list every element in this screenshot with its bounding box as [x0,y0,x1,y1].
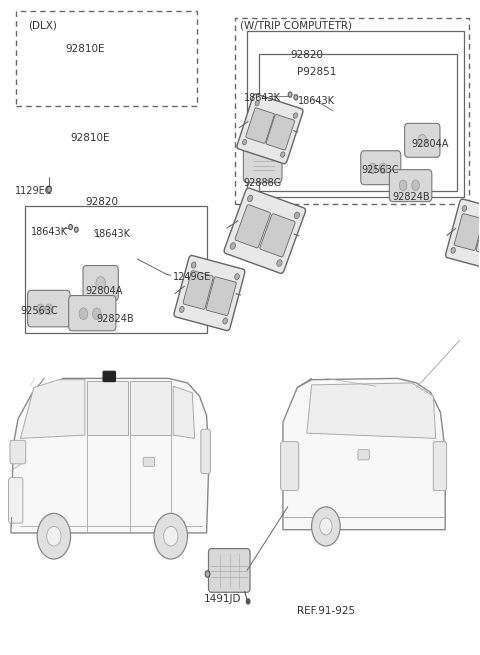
FancyBboxPatch shape [9,477,23,523]
Circle shape [74,227,78,233]
FancyBboxPatch shape [224,188,306,273]
Text: P92851: P92851 [297,67,336,77]
FancyBboxPatch shape [208,549,250,592]
Circle shape [79,308,88,320]
Text: 18643K: 18643K [31,227,68,236]
Text: 1129EC: 1129EC [15,185,52,196]
Circle shape [223,318,228,324]
Polygon shape [283,379,445,530]
Text: 92824B: 92824B [393,192,431,202]
Circle shape [412,180,420,191]
Polygon shape [130,381,171,435]
Circle shape [192,262,196,268]
Circle shape [69,225,72,230]
Circle shape [312,507,340,546]
FancyBboxPatch shape [28,290,70,327]
Circle shape [399,180,407,191]
Circle shape [164,527,178,546]
Polygon shape [11,379,209,533]
Text: 92888G: 92888G [244,178,282,188]
FancyBboxPatch shape [281,441,299,491]
FancyBboxPatch shape [455,214,480,250]
Circle shape [451,248,456,253]
FancyBboxPatch shape [183,271,213,309]
Text: 1249GE: 1249GE [173,272,211,282]
Circle shape [462,206,467,212]
FancyBboxPatch shape [83,265,118,301]
Polygon shape [87,381,128,435]
FancyBboxPatch shape [235,205,270,248]
Circle shape [288,92,292,97]
Text: 18643K: 18643K [244,93,281,103]
Text: 92804A: 92804A [412,139,449,149]
Text: 92820: 92820 [290,50,324,60]
FancyBboxPatch shape [260,214,295,257]
Text: 18643K: 18643K [298,96,335,105]
FancyBboxPatch shape [361,151,401,185]
FancyBboxPatch shape [201,429,210,474]
Bar [259,54,457,191]
Circle shape [37,514,71,559]
Circle shape [93,308,101,320]
Text: 1491JD: 1491JD [204,595,242,605]
Bar [16,11,197,105]
FancyBboxPatch shape [174,255,245,331]
FancyBboxPatch shape [69,295,116,331]
Bar [247,31,464,197]
Text: 92824B: 92824B [97,314,134,324]
FancyBboxPatch shape [246,108,274,143]
Circle shape [294,95,298,100]
Text: (W/TRIP COMPUTETR): (W/TRIP COMPUTETR) [240,20,352,31]
Circle shape [96,276,106,290]
Circle shape [281,152,285,157]
Text: 92820: 92820 [85,197,118,207]
FancyBboxPatch shape [358,449,369,460]
Text: REF.91-925: REF.91-925 [297,606,355,616]
Circle shape [248,195,253,202]
Circle shape [235,274,240,280]
Circle shape [379,163,387,174]
Circle shape [242,140,247,145]
Polygon shape [173,386,195,438]
Bar [235,18,469,204]
Bar [25,206,206,333]
FancyBboxPatch shape [433,441,446,491]
Circle shape [293,113,298,119]
Text: 92563C: 92563C [362,164,399,175]
Polygon shape [307,383,436,438]
FancyBboxPatch shape [10,440,26,464]
Circle shape [36,304,44,314]
Text: 92804A: 92804A [85,286,122,296]
Text: 92563C: 92563C [21,306,58,316]
Circle shape [154,514,188,559]
Circle shape [180,307,184,312]
Text: 92810E: 92810E [65,44,105,54]
Circle shape [294,212,300,219]
FancyBboxPatch shape [237,94,303,164]
FancyBboxPatch shape [389,170,432,202]
Circle shape [255,100,259,106]
Circle shape [47,527,61,546]
Circle shape [369,163,376,174]
Circle shape [45,304,53,314]
Circle shape [47,186,51,193]
FancyBboxPatch shape [445,199,480,271]
FancyBboxPatch shape [476,219,480,256]
Circle shape [246,599,250,604]
Circle shape [320,518,332,535]
Circle shape [205,571,210,577]
Text: (DLX): (DLX) [28,20,57,31]
FancyBboxPatch shape [266,115,295,150]
Circle shape [418,134,427,146]
FancyBboxPatch shape [243,138,282,183]
Text: 18643K: 18643K [95,229,132,239]
Circle shape [277,259,282,267]
FancyBboxPatch shape [143,457,155,466]
Polygon shape [21,380,85,438]
FancyBboxPatch shape [206,277,236,316]
FancyBboxPatch shape [405,123,440,157]
Text: 92810E: 92810E [70,134,109,143]
FancyBboxPatch shape [103,371,116,382]
Circle shape [230,243,236,250]
